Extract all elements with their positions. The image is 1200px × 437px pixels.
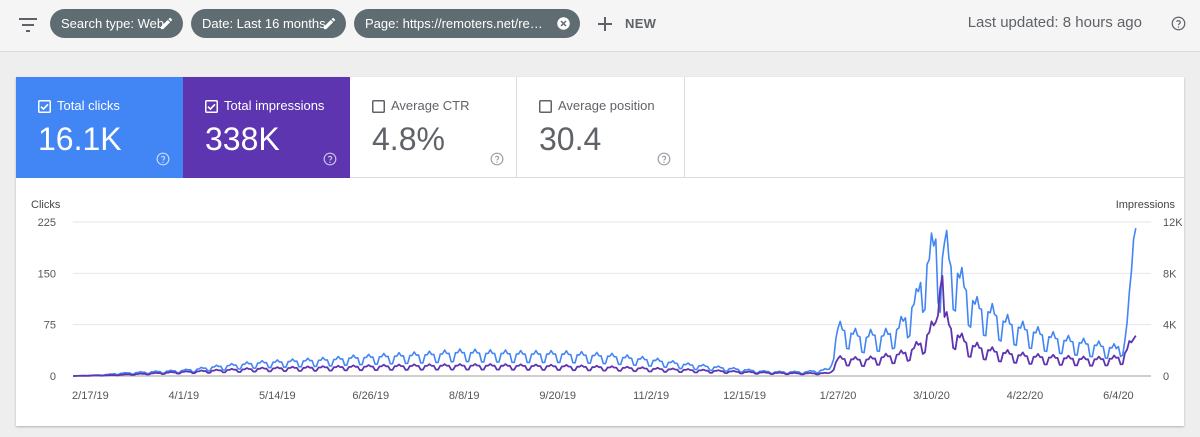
metric-value: 30.4 bbox=[539, 121, 602, 157]
metric-label: Average CTR bbox=[391, 98, 470, 113]
metric-total-clicks[interactable]: Total clicks 16.1K bbox=[16, 77, 183, 178]
chart-plot: 0 0 75 4K 150 8K 225 12K 2/17/19 4/1/19 5/14/19 6/2… bbox=[38, 217, 1184, 402]
y-right-tick-label: 8K bbox=[1163, 268, 1177, 280]
help-icon[interactable] bbox=[1171, 16, 1186, 31]
checkbox-checked-icon[interactable] bbox=[205, 100, 218, 113]
help-icon[interactable] bbox=[657, 152, 671, 166]
edit-icon[interactable] bbox=[322, 16, 337, 31]
metric-average-ctr[interactable]: Average CTR 4.8% bbox=[350, 77, 517, 178]
x-tick-label: 12/15/19 bbox=[723, 390, 766, 402]
x-tick-label: 6/4/20 bbox=[1103, 390, 1134, 402]
new-filter-label: NEW bbox=[625, 16, 657, 31]
y-left-tick-label: 0 bbox=[50, 371, 56, 383]
metric-value: 4.8% bbox=[372, 121, 445, 157]
x-tick-label: 11/2/19 bbox=[633, 390, 669, 402]
x-tick-label: 2/17/19 bbox=[72, 390, 109, 402]
checkbox-checked-icon[interactable] bbox=[38, 100, 51, 113]
y-left-tick-label: 225 bbox=[38, 217, 56, 229]
chip-page[interactable]: Page: https://remoters.net/remo... bbox=[354, 9, 580, 38]
y-right-tick-label: 0 bbox=[1163, 371, 1169, 383]
metric-label: Average position bbox=[558, 98, 655, 113]
chip-search-type-label: Search type: Web bbox=[61, 16, 165, 31]
chip-search-type[interactable]: Search type: Web bbox=[50, 9, 183, 38]
y-right-tick-label: 12K bbox=[1163, 217, 1183, 229]
y-left-axis-title: Clicks bbox=[31, 199, 61, 211]
last-updated-text: Last updated: 8 hours ago bbox=[967, 14, 1142, 31]
help-icon[interactable] bbox=[490, 152, 504, 166]
y-left-tick-label: 150 bbox=[38, 268, 56, 280]
metric-value: 16.1K bbox=[38, 121, 122, 157]
help-icon[interactable] bbox=[323, 152, 337, 166]
x-tick-label: 4/22/20 bbox=[1007, 390, 1044, 402]
x-tick-label: 4/1/19 bbox=[169, 390, 200, 402]
metric-label: Total clicks bbox=[57, 98, 120, 113]
impressions-line bbox=[73, 275, 1137, 377]
x-tick-label: 1/27/20 bbox=[820, 390, 857, 402]
checkbox-unchecked-icon[interactable] bbox=[372, 100, 385, 113]
divider bbox=[685, 177, 1184, 178]
x-tick-label: 3/10/20 bbox=[913, 390, 950, 402]
filter-bar: Search type: Web Date: Last 16 months Pa… bbox=[0, 0, 1200, 52]
metric-average-position[interactable]: Average position 30.4 bbox=[517, 77, 685, 178]
metric-total-impressions[interactable]: Total impressions 338K bbox=[183, 77, 350, 178]
y-left-tick-label: 75 bbox=[44, 320, 56, 332]
chip-page-label: Page: https://remoters.net/remo... bbox=[365, 16, 549, 31]
x-tick-label: 8/8/19 bbox=[449, 390, 480, 402]
filter-icon[interactable] bbox=[16, 13, 40, 37]
help-icon[interactable] bbox=[156, 152, 170, 166]
chip-date[interactable]: Date: Last 16 months bbox=[191, 9, 346, 38]
metric-label: Total impressions bbox=[224, 98, 325, 113]
metric-value: 338K bbox=[205, 121, 280, 157]
x-tick-label: 5/14/19 bbox=[259, 390, 296, 402]
clicks-line bbox=[72, 228, 1137, 377]
performance-card: Total clicks 16.1K Total impressions 338… bbox=[16, 77, 1184, 426]
chip-date-label: Date: Last 16 months bbox=[202, 16, 326, 31]
y-right-axis-title: Impressions bbox=[1115, 199, 1175, 211]
checkbox-unchecked-icon[interactable] bbox=[539, 100, 552, 113]
y-right-tick-label: 4K bbox=[1163, 320, 1177, 332]
edit-icon[interactable] bbox=[159, 16, 174, 31]
performance-chart: Clicks Impressions 0 0 75 4K 150 8K 225 12K 2/17… bbox=[16, 195, 1184, 426]
x-tick-label: 9/20/19 bbox=[539, 390, 576, 402]
x-tick-label: 6/26/19 bbox=[352, 390, 389, 402]
plus-icon bbox=[598, 17, 612, 31]
close-icon[interactable] bbox=[556, 16, 571, 31]
